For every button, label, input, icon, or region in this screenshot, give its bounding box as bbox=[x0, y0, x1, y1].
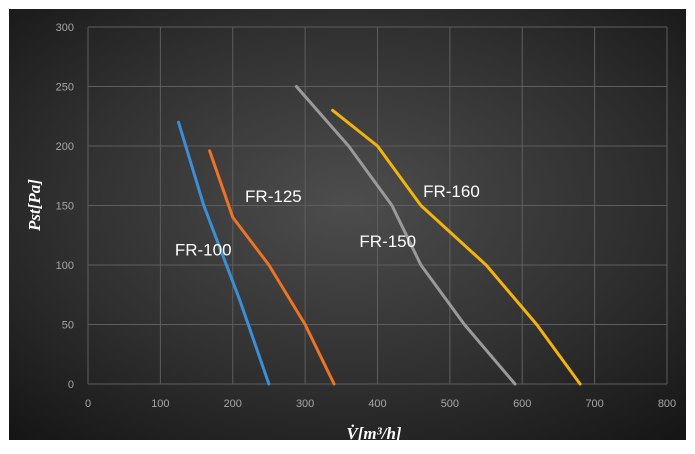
x-tick-label: 300 bbox=[296, 398, 314, 410]
x-tick-label: 200 bbox=[224, 398, 242, 410]
x-tick-label: 100 bbox=[151, 398, 169, 410]
series-line-fr-100 bbox=[177, 120, 271, 386]
x-tick-label: 400 bbox=[368, 398, 386, 410]
series-label-fr-160: FR-160 bbox=[423, 182, 480, 201]
y-tick-label: 50 bbox=[62, 320, 74, 332]
y-axis-title: Pst[Pa] bbox=[25, 179, 44, 232]
x-tick-label: 800 bbox=[658, 398, 676, 410]
x-axis-title: V̇[m³/h] bbox=[346, 424, 401, 443]
series-lines bbox=[177, 85, 582, 386]
x-tick-label: 500 bbox=[441, 398, 459, 410]
y-tick-label: 200 bbox=[56, 141, 74, 153]
x-tick-label: 700 bbox=[585, 398, 603, 410]
y-tick-labels: 0 50 100 150 200 250 300 bbox=[56, 22, 74, 391]
y-tick-label: 0 bbox=[68, 379, 74, 391]
y-tick-label: 250 bbox=[56, 82, 74, 94]
series-label-fr-125: FR-125 bbox=[245, 187, 302, 206]
chart-background bbox=[9, 9, 686, 440]
x-tick-label: 600 bbox=[513, 398, 531, 410]
y-tick-label: 150 bbox=[56, 201, 74, 213]
x-tick-labels: 0 100 200 300 400 500 600 700 800 bbox=[85, 398, 676, 410]
series-label-fr-100: FR-100 bbox=[175, 241, 232, 260]
series-line-fr-160 bbox=[331, 108, 582, 386]
series-label-fr-150: FR-150 bbox=[359, 232, 416, 251]
series-line-fr-150 bbox=[294, 85, 517, 386]
series-labels: FR-100 FR-125 FR-150 FR-160 bbox=[175, 182, 480, 259]
x-tick-label: 0 bbox=[85, 398, 91, 410]
y-tick-label: 300 bbox=[56, 22, 74, 34]
y-tick-label: 100 bbox=[56, 260, 74, 272]
series-line-fr-125 bbox=[208, 149, 336, 386]
